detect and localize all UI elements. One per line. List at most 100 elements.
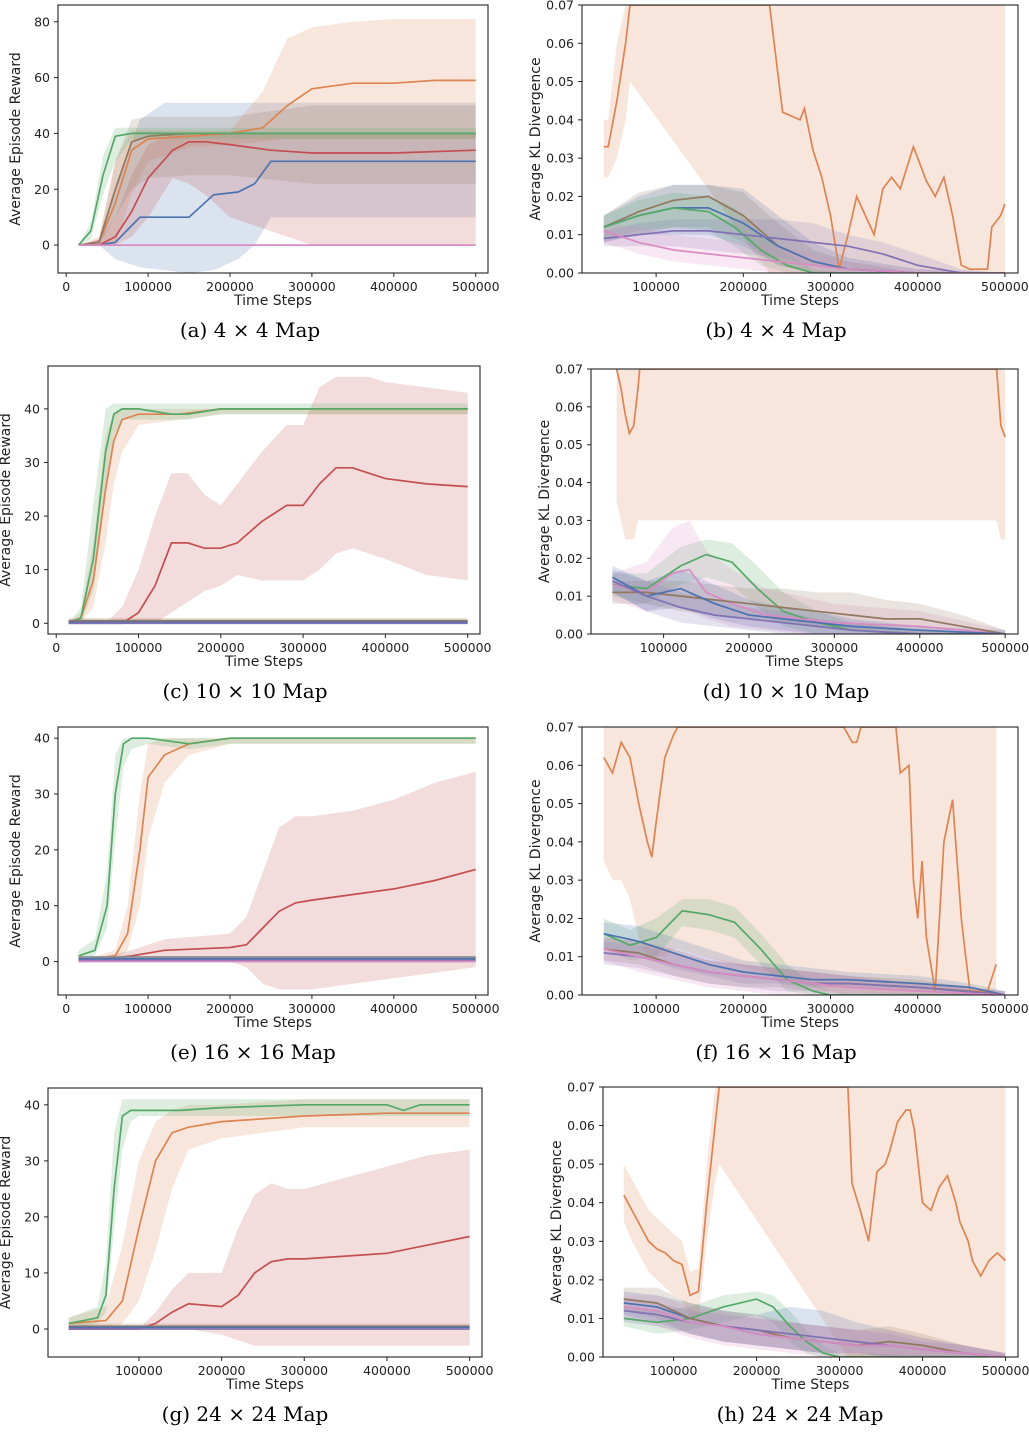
chart-d-ytick-label: 0.02 <box>555 551 583 566</box>
chart-c-band-red <box>68 376 468 624</box>
caption-f: (f) 16 × 16 Map <box>695 1040 857 1064</box>
chart-b-ytick-label: 0.01 <box>546 227 574 242</box>
chart-b-xtick-label: 200000 <box>719 279 767 294</box>
chart-b-ytick-label: 0.03 <box>546 151 574 166</box>
chart-c-plot <box>68 376 468 625</box>
chart-a-ytick-label: 40 <box>34 126 50 141</box>
chart-e-ytick-label: 10 <box>34 898 50 913</box>
chart-a-line-red <box>78 140 476 246</box>
chart-h-ytick-label: 0.07 <box>567 1080 595 1095</box>
chart-b-ytick-label: 0.05 <box>546 74 574 89</box>
chart-h-xtick-label: 400000 <box>899 1363 947 1378</box>
chart-h-xtick-label: 500000 <box>982 1363 1029 1378</box>
chart-h-line-purple <box>623 1309 1006 1357</box>
chart-h-band-purple <box>623 1299 1006 1357</box>
chart-e-xtick-label: 200000 <box>206 1001 254 1016</box>
chart-f-line-purple <box>603 952 1005 995</box>
chart-h-band-pink <box>623 1295 1006 1357</box>
chart-b-group: 100000 200000 300000 400000 500000 0.00 0.01 0.… <box>528 0 1029 309</box>
chart-d-line-pink <box>612 568 1006 634</box>
chart-h-line-orange <box>623 1087 1007 1297</box>
chart-d-frame <box>590 368 1019 635</box>
chart-b-band-orange <box>603 5 1005 273</box>
chart-g-ytick-label: 10 <box>24 1265 40 1280</box>
chart-g-frame <box>47 1087 483 1358</box>
chart-d-line-green <box>612 553 1006 634</box>
chart-d-group: 100000 200000 300000 400000 500000 0.00 0.01 0.… <box>537 362 1029 671</box>
chart-a-ytick-label: 60 <box>34 70 50 85</box>
chart-d-ytick-label: 0.03 <box>555 513 583 528</box>
chart-e-line-orange <box>78 737 476 963</box>
chart-c-band-green <box>68 403 468 624</box>
caption-b: (b) 4 × 4 Map <box>705 318 847 342</box>
chart-g-group: 100000 200000 300000 400000 500000 0 10 20 30 40 T… <box>0 1087 494 1393</box>
chart-d-xtick-label: 300000 <box>811 640 859 655</box>
chart-f-xtick-label: 100000 <box>632 1001 680 1016</box>
chart-a-line-blue <box>78 160 476 246</box>
chart-b-ytick-label: 0.07 <box>546 0 574 13</box>
chart-b-ytick-label: 0.04 <box>546 112 574 127</box>
chart-f-ytick-label: 0.04 <box>546 834 574 849</box>
chart-d-band-orange <box>616 369 1006 540</box>
chart-d-ytick-label: 0.07 <box>555 362 583 377</box>
chart-h-line-green <box>623 1298 1006 1357</box>
chart-h-plot <box>623 1087 1007 1357</box>
chart-f-band-brown <box>603 937 1005 995</box>
chart-g-line-green <box>68 1103 470 1325</box>
chart-a-xtick-label: 400000 <box>370 279 418 294</box>
chart-b-band-brown <box>603 184 1005 273</box>
chart-a-ylabel: Average Episode Reward <box>8 52 24 226</box>
chart-g-xtick-label: 400000 <box>363 1363 411 1378</box>
chart-f-line-blue <box>603 932 1006 995</box>
chart-a-xtick-label: 0 <box>62 279 70 294</box>
chart-h-ytick-label: 0.06 <box>567 1118 595 1133</box>
chart-f-plot <box>603 727 1006 995</box>
chart-e-band-green <box>78 738 476 962</box>
chart-h-ytick-label: 0.03 <box>567 1234 595 1249</box>
chart-f-xlabel: Time Steps <box>760 1015 839 1031</box>
chart-c-ytick-label: 10 <box>24 562 40 577</box>
caption-a: (a) 4 × 4 Map <box>179 318 321 342</box>
chart-c-xtick-label: 400000 <box>362 640 410 655</box>
chart-b-band-blue <box>603 184 1005 273</box>
chart-b-ytick-label: 0.06 <box>546 36 574 51</box>
chart-d-ylabel: Average KL Divergence <box>537 420 553 583</box>
chart-f-band-purple <box>603 941 1005 995</box>
chart-e-ytick-label: 30 <box>34 787 50 802</box>
chart-c-xtick-label: 500000 <box>444 640 492 655</box>
chart-c-xlabel: Time Steps <box>224 654 303 670</box>
chart-b-line-purple <box>603 230 1005 273</box>
chart-c-band-brown <box>68 617 468 624</box>
chart-f-band-pink <box>603 937 1005 995</box>
chart-c-xtick-label: 300000 <box>279 640 327 655</box>
chart-b-frame <box>581 4 1019 274</box>
chart-h-xtick-label: 200000 <box>733 1363 781 1378</box>
chart-a-band-brown <box>78 105 476 246</box>
chart-f-ylabel: Average KL Divergence <box>528 779 544 942</box>
chart-e-xtick-label: 500000 <box>452 1001 500 1016</box>
chart-g-band-green <box>68 1099 470 1329</box>
chart-h-xtick-label: 100000 <box>650 1363 698 1378</box>
chart-c-xtick-label: 200000 <box>197 640 245 655</box>
chart-f-ytick-label: 0.03 <box>546 873 574 888</box>
chart-b-line-pink <box>603 230 1005 273</box>
caption-c: (c) 10 × 10 Map <box>162 679 328 703</box>
chart-h-ytick-label: 0.01 <box>567 1311 595 1326</box>
chart-c-group: 0 100000 200000 300000 400000 500000 0 10 20 30 40… <box>0 365 492 670</box>
chart-g-ylabel: Average Episode Reward <box>0 1136 14 1310</box>
chart-f-xtick-label: 200000 <box>719 1001 767 1016</box>
chart-g-plot <box>68 1099 470 1346</box>
chart-e-band-red <box>78 771 476 990</box>
chart-g-xtick-label: 100000 <box>115 1363 163 1378</box>
chart-g-ytick-label: 0 <box>32 1321 40 1336</box>
chart-d-plot <box>611 369 1006 634</box>
chart-g-ytick-label: 20 <box>24 1209 40 1224</box>
chart-c-line-red <box>68 466 468 625</box>
chart-d-xlabel: Time Steps <box>765 654 844 670</box>
chart-h-ytick-label: 0.04 <box>567 1195 595 1210</box>
chart-b-ylabel: Average KL Divergence <box>528 57 544 220</box>
chart-d-band-blue <box>612 565 1006 634</box>
chart-d-xtick-label: 500000 <box>981 640 1029 655</box>
chart-h-line-brown <box>623 1298 1006 1357</box>
chart-h-line-blue <box>623 1302 1006 1357</box>
